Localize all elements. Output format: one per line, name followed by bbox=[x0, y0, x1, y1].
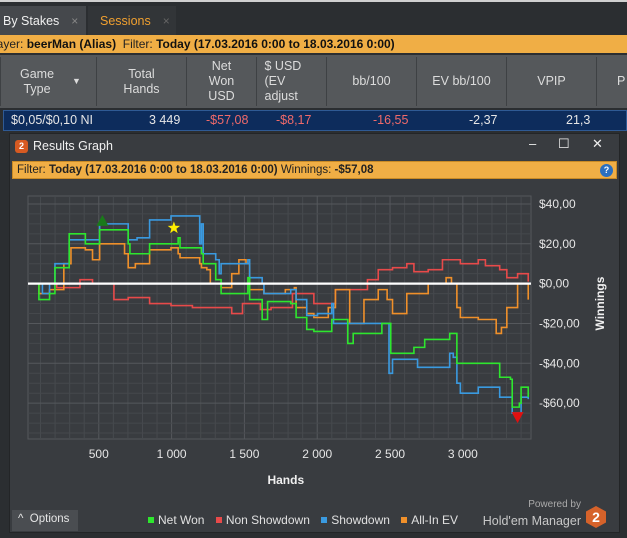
col-game-type[interactable]: Game Type ▼ bbox=[0, 57, 97, 106]
filter-label: Filter: bbox=[122, 37, 153, 51]
cell-game-type: $0,05/$0,10 NI bbox=[11, 113, 94, 127]
close-icon[interactable]: ✕ bbox=[592, 136, 603, 151]
cell-net-won: -$57,08 bbox=[206, 113, 249, 127]
col-net-won[interactable]: Net Won USD bbox=[187, 57, 257, 106]
legend-swatch-net-won bbox=[148, 517, 154, 523]
col-label: bb/100 bbox=[352, 74, 391, 88]
x-tick-label: 3 000 bbox=[448, 447, 478, 461]
hm2-logo-icon: 2 bbox=[15, 140, 28, 153]
col-label: Game Type bbox=[20, 66, 55, 96]
legend-all-in-ev: All-In EV bbox=[411, 513, 458, 527]
window-titlebar[interactable]: 2 Results Graph – ☐ ✕ bbox=[10, 134, 619, 158]
sort-down-icon[interactable]: ▼ bbox=[72, 76, 81, 86]
series-line-showdown bbox=[28, 215, 530, 414]
winnings-value: -$57,08 bbox=[334, 164, 374, 176]
col-label: Total Hands bbox=[123, 66, 160, 96]
tab-sessions[interactable]: Sessions × bbox=[88, 6, 176, 37]
player-name: beerMan (Alias) bbox=[26, 37, 117, 51]
cell-ev-bb100: -2,37 bbox=[469, 113, 498, 127]
y-axis-label: Winnings bbox=[593, 276, 607, 330]
results-chart: 500 1 000 1 500 2 000 2 500 3 000 $40,00 $20,00… bbox=[27, 195, 607, 487]
tab-by-stakes[interactable]: By Stakes × bbox=[0, 6, 86, 37]
filter-value: Today (17.03.2016 0:00 to 18.03.2016 0:0… bbox=[48, 164, 278, 176]
col-label: P bbox=[617, 74, 626, 88]
help-icon[interactable]: ? bbox=[600, 164, 613, 177]
col-ev-bb100[interactable]: EV bb/100 bbox=[417, 57, 507, 106]
y-tick-label: -$60,00 bbox=[539, 396, 580, 410]
hm2-logo: 2 bbox=[586, 506, 606, 528]
tab-bar: By Stakes × Sessions × bbox=[0, 0, 627, 37]
x-tick-label: 2 000 bbox=[302, 447, 332, 461]
col-ev-usd[interactable]: $ USD (EV adjust bbox=[257, 57, 327, 106]
legend-swatch-all-in-ev bbox=[401, 517, 408, 523]
filter-value: Today (17.03.2016 0:00 to 18.03.2016 0:0… bbox=[156, 37, 395, 51]
close-icon[interactable]: × bbox=[162, 14, 170, 28]
results-graph-window: 500 1 000 1 500 2 000 2 500 3 000 $40,00 $20,00… bbox=[9, 133, 620, 533]
col-label: EV bb/100 bbox=[432, 74, 491, 88]
player-label: Player: bbox=[0, 37, 24, 51]
cell-total-hands: 3 449 bbox=[149, 113, 181, 127]
y-tick-label: -$20,00 bbox=[539, 316, 580, 330]
filter-bar: Player: beerMan (Alias) Filter: Today (1… bbox=[0, 35, 627, 53]
max-marker-icon bbox=[96, 214, 109, 226]
col-label: VPIP bbox=[537, 74, 566, 88]
cell-bb100: -16,55 bbox=[373, 113, 409, 127]
filter-label: Filter: bbox=[17, 164, 46, 176]
y-tick-label: -$40,00 bbox=[539, 356, 580, 370]
col-label: $ USD (EV adjust bbox=[264, 59, 302, 103]
x-axis-label: Hands bbox=[267, 473, 304, 487]
tab-label: By Stakes bbox=[3, 14, 60, 28]
powered-by-text: Powered by bbox=[528, 499, 581, 510]
y-tick-label: $0,00 bbox=[539, 277, 569, 291]
col-label: Net Won USD bbox=[208, 59, 235, 103]
col-total-hands[interactable]: Total Hands bbox=[97, 57, 187, 106]
x-tick-label: 2 500 bbox=[375, 447, 405, 461]
x-tick-label: 1 000 bbox=[157, 447, 187, 461]
winnings-label: Winnings: bbox=[280, 164, 332, 176]
cell-vpip: 21,3 bbox=[566, 113, 591, 127]
legend-net-won: Net Won bbox=[158, 513, 205, 527]
brand-name: Hold'em Manager bbox=[482, 514, 581, 528]
graph-filter-bar: Filter: Today (17.03.2016 0:00 to 18.03.… bbox=[12, 161, 617, 179]
plot-area bbox=[27, 195, 532, 440]
series-line-net-won bbox=[28, 229, 530, 408]
legend-swatch-showdown bbox=[321, 517, 328, 523]
y-tick-label: $20,00 bbox=[539, 237, 576, 251]
options-button[interactable]: ^ Options bbox=[12, 510, 78, 531]
star-marker-icon bbox=[167, 221, 181, 234]
options-label: Options bbox=[29, 513, 70, 525]
table-row[interactable]: $0,05/$0,10 NI 3 449 -$57,08 -$8,17 -16,… bbox=[3, 110, 627, 131]
table-header: Game Type ▼ Total Hands Net Won USD $ USD… bbox=[0, 55, 627, 108]
legend-swatch-non-showdown bbox=[215, 517, 222, 523]
legend-non-showdown: Non Showdown bbox=[225, 513, 310, 527]
col-vpip[interactable]: VPIP bbox=[507, 57, 597, 106]
minimize-icon[interactable]: – bbox=[529, 136, 537, 151]
min-marker-icon bbox=[511, 412, 524, 424]
col-bb100[interactable]: bb/100 bbox=[327, 57, 417, 106]
chevron-up-icon: ^ bbox=[18, 513, 30, 525]
chart-legend: Net Won Non Showdown Showdown All-In EV bbox=[140, 513, 458, 527]
y-tick-label: $40,00 bbox=[539, 197, 576, 211]
tab-label: Sessions bbox=[100, 14, 151, 28]
x-tick-label: 1 500 bbox=[229, 447, 259, 461]
window-title: Results Graph bbox=[33, 139, 113, 153]
legend-showdown: Showdown bbox=[331, 513, 390, 527]
x-tick-label: 500 bbox=[89, 447, 109, 461]
maximize-icon[interactable]: ☐ bbox=[558, 136, 570, 151]
cell-ev-usd: -$8,17 bbox=[276, 113, 312, 127]
col-p[interactable]: P bbox=[597, 57, 627, 106]
close-icon[interactable]: × bbox=[71, 14, 79, 28]
